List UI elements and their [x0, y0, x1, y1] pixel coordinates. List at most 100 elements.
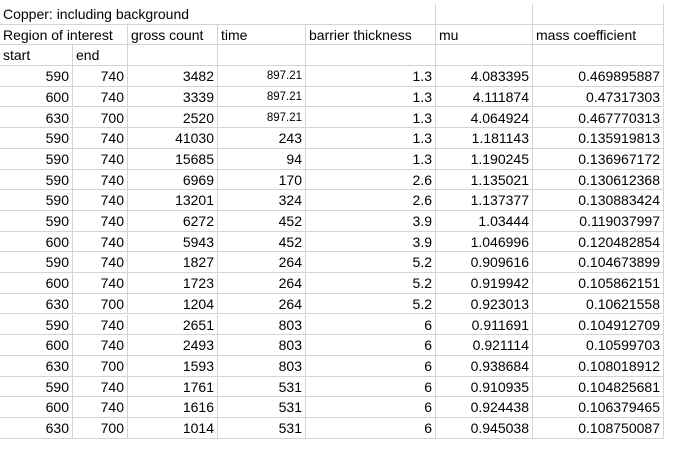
cell-end[interactable]: 700 — [73, 418, 128, 439]
cell-mu[interactable]: 1.03444 — [436, 211, 533, 232]
cell-gross-count[interactable]: 5943 — [128, 231, 218, 253]
cell-mass-coefficient[interactable]: 0.130883424 — [533, 190, 664, 211]
cell-start[interactable]: 630 — [0, 107, 73, 129]
cell-barrier-thickness[interactable]: 1.3 — [306, 148, 436, 170]
cell-mass-coefficient[interactable]: 0.104825681 — [533, 376, 664, 398]
cell-start[interactable]: 600 — [0, 86, 73, 108]
cell-time[interactable]: 452 — [218, 211, 306, 232]
cell-mass-coefficient[interactable]: 0.469895887 — [533, 66, 664, 87]
cell-mu[interactable]: 0.911691 — [436, 314, 533, 336]
cell-mu[interactable]: 0.924438 — [436, 397, 533, 418]
cell-empty[interactable] — [218, 45, 306, 67]
cell-end[interactable]: 740 — [73, 231, 128, 253]
header-barrier-thickness[interactable]: barrier thickness — [306, 24, 436, 46]
cell-gross-count[interactable]: 1616 — [128, 397, 218, 418]
cell-empty[interactable] — [533, 4, 664, 25]
cell-empty[interactable] — [306, 4, 436, 25]
cell-end[interactable]: 740 — [73, 335, 128, 356]
cell-time[interactable]: 897.21 — [218, 107, 306, 129]
cell-mu[interactable]: 1.046996 — [436, 231, 533, 253]
cell-barrier-thickness[interactable]: 6 — [306, 376, 436, 398]
cell-end[interactable]: 740 — [73, 273, 128, 294]
cell-time[interactable]: 803 — [218, 335, 306, 356]
header-region-of-interest[interactable]: Region of interest — [0, 24, 128, 46]
cell-end[interactable]: 740 — [73, 66, 128, 87]
cell-empty[interactable] — [306, 45, 436, 67]
cell-mu[interactable]: 0.909616 — [436, 252, 533, 274]
cell-empty[interactable] — [533, 45, 664, 67]
cell-mass-coefficient[interactable]: 0.47317303 — [533, 86, 664, 108]
cell-time[interactable]: 531 — [218, 397, 306, 418]
cell-mu[interactable]: 1.135021 — [436, 169, 533, 191]
cell-time[interactable]: 897.21 — [218, 86, 306, 108]
cell-mu[interactable]: 4.083395 — [436, 66, 533, 87]
cell-mass-coefficient[interactable]: 0.104673899 — [533, 252, 664, 274]
cell-time[interactable]: 94 — [218, 148, 306, 170]
cell-gross-count[interactable]: 6969 — [128, 169, 218, 191]
cell-barrier-thickness[interactable]: 5.2 — [306, 293, 436, 315]
cell-barrier-thickness[interactable]: 6 — [306, 397, 436, 418]
header-time[interactable]: time — [218, 24, 306, 46]
cell-empty[interactable] — [128, 45, 218, 67]
cell-mu[interactable]: 0.919942 — [436, 273, 533, 294]
cell-mass-coefficient[interactable]: 0.10621558 — [533, 293, 664, 315]
cell-gross-count[interactable]: 1593 — [128, 355, 218, 377]
cell-barrier-thickness[interactable]: 6 — [306, 355, 436, 377]
cell-barrier-thickness[interactable]: 2.6 — [306, 190, 436, 211]
cell-barrier-thickness[interactable]: 1.3 — [306, 128, 436, 149]
cell-time[interactable]: 897.21 — [218, 66, 306, 87]
cell-gross-count[interactable]: 1761 — [128, 376, 218, 398]
cell-mass-coefficient[interactable]: 0.135919813 — [533, 128, 664, 149]
cell-start[interactable]: 590 — [0, 128, 73, 149]
cell-start[interactable]: 590 — [0, 211, 73, 232]
cell-end[interactable]: 700 — [73, 355, 128, 377]
cell-mass-coefficient[interactable]: 0.119037997 — [533, 211, 664, 232]
cell-gross-count[interactable]: 1723 — [128, 273, 218, 294]
cell-mass-coefficient[interactable]: 0.467770313 — [533, 107, 664, 129]
cell-barrier-thickness[interactable]: 6 — [306, 418, 436, 439]
cell-gross-count[interactable]: 1014 — [128, 418, 218, 439]
header-mu[interactable]: mu — [436, 24, 533, 46]
cell-barrier-thickness[interactable]: 1.3 — [306, 86, 436, 108]
cell-end[interactable]: 740 — [73, 376, 128, 398]
cell-barrier-thickness[interactable]: 5.2 — [306, 273, 436, 294]
cell-barrier-thickness[interactable]: 6 — [306, 335, 436, 356]
header-mass-coefficient[interactable]: mass coefficient — [533, 24, 664, 46]
cell-time[interactable]: 170 — [218, 169, 306, 191]
cell-mass-coefficient[interactable]: 0.105862151 — [533, 273, 664, 294]
cell-start[interactable]: 630 — [0, 418, 73, 439]
cell-gross-count[interactable]: 41030 — [128, 128, 218, 149]
cell-barrier-thickness[interactable]: 6 — [306, 314, 436, 336]
cell-start[interactable]: 590 — [0, 376, 73, 398]
cell-end[interactable]: 740 — [73, 148, 128, 170]
cell-gross-count[interactable]: 1827 — [128, 252, 218, 274]
cell-gross-count[interactable]: 1204 — [128, 293, 218, 315]
cell-gross-count[interactable]: 13201 — [128, 190, 218, 211]
cell-start[interactable]: 590 — [0, 314, 73, 336]
cell-mass-coefficient[interactable]: 0.104912709 — [533, 314, 664, 336]
cell-barrier-thickness[interactable]: 5.2 — [306, 252, 436, 274]
cell-barrier-thickness[interactable]: 3.9 — [306, 231, 436, 253]
cell-barrier-thickness[interactable]: 1.3 — [306, 66, 436, 87]
cell-mass-coefficient[interactable]: 0.106379465 — [533, 397, 664, 418]
cell-mu[interactable]: 0.923013 — [436, 293, 533, 315]
cell-end[interactable]: 740 — [73, 169, 128, 191]
cell-time[interactable]: 452 — [218, 231, 306, 253]
header-gross-count[interactable]: gross count — [128, 24, 218, 46]
cell-start[interactable]: 600 — [0, 273, 73, 294]
cell-end[interactable]: 700 — [73, 293, 128, 315]
cell-start[interactable]: 590 — [0, 169, 73, 191]
cell-mass-coefficient[interactable]: 0.108750087 — [533, 418, 664, 439]
cell-time[interactable]: 264 — [218, 252, 306, 274]
cell-time[interactable]: 531 — [218, 376, 306, 398]
cell-barrier-thickness[interactable]: 3.9 — [306, 211, 436, 232]
cell-end[interactable]: 740 — [73, 397, 128, 418]
cell-barrier-thickness[interactable]: 2.6 — [306, 169, 436, 191]
cell-mu[interactable]: 4.111874 — [436, 86, 533, 108]
cell-empty[interactable] — [436, 45, 533, 67]
cell-start[interactable]: 590 — [0, 190, 73, 211]
cell-gross-count[interactable]: 2651 — [128, 314, 218, 336]
cell-mass-coefficient[interactable]: 0.120482854 — [533, 231, 664, 253]
subheader-end[interactable]: end — [73, 45, 128, 67]
cell-gross-count[interactable]: 2520 — [128, 107, 218, 129]
